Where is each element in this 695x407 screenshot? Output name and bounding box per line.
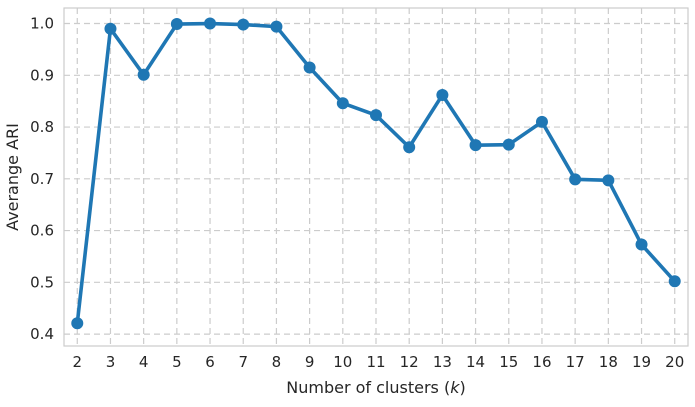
data-point — [104, 22, 117, 35]
x-tick-label: 15 — [499, 353, 518, 371]
y-tick-label: 1.0 — [30, 15, 54, 33]
y-tick-label: 0.8 — [30, 118, 54, 136]
x-axis-label-prefix: Number of clusters ( — [286, 378, 450, 397]
data-point — [635, 238, 648, 251]
y-tick-label: 0.7 — [30, 170, 54, 188]
x-tick-label: 10 — [333, 353, 352, 371]
x-tick-labels: 2 3 4 5 6 7 8 9 10 11 12 13 14 15 16 17 18 19 20 — [73, 353, 685, 371]
data-point — [436, 88, 449, 101]
data-point — [469, 139, 482, 152]
x-tick-label: 5 — [172, 353, 182, 371]
x-tick-label: 18 — [599, 353, 618, 371]
y-tick-label: 0.9 — [30, 66, 54, 84]
y-tick-labels: 0.4 0.5 0.6 0.7 0.8 0.9 1.0 — [30, 15, 54, 344]
data-point — [370, 109, 382, 122]
data-point — [569, 173, 582, 186]
x-tick-label: 9 — [305, 353, 315, 371]
x-tick-label: 3 — [106, 353, 116, 371]
x-tick-label: 12 — [400, 353, 419, 371]
x-tick-label: 7 — [238, 353, 248, 371]
grid — [64, 8, 688, 346]
x-tick-label: 11 — [366, 353, 385, 371]
data-point — [502, 138, 515, 151]
series-group — [71, 17, 681, 330]
data-point — [137, 68, 150, 81]
x-tick-label: 8 — [272, 353, 282, 371]
y-tick-label: 0.5 — [30, 273, 54, 291]
x-axis-label-suffix: ) — [459, 378, 465, 397]
data-point — [204, 17, 217, 30]
data-point — [535, 115, 548, 128]
x-axis-label-var: k — [450, 378, 460, 397]
x-tick-label: 20 — [665, 353, 684, 371]
y-tick-label: 0.4 — [30, 325, 54, 343]
y-axis-label: Averange ARI — [3, 123, 22, 231]
data-point — [336, 97, 349, 110]
data-point — [71, 317, 84, 330]
x-tick-label: 6 — [205, 353, 215, 371]
x-tick-label: 2 — [73, 353, 83, 371]
x-axis-label: Number of clusters (k) — [286, 378, 465, 397]
data-point — [303, 61, 316, 74]
data-point — [270, 20, 283, 33]
data-point — [170, 18, 183, 31]
x-tick-label: 19 — [632, 353, 651, 371]
data-point — [602, 174, 615, 187]
plot-frame — [63, 7, 689, 347]
x-tick-label: 13 — [433, 353, 452, 371]
x-tick-label: 16 — [532, 353, 551, 371]
data-point — [237, 18, 250, 31]
data-point — [668, 275, 681, 288]
data-point — [403, 141, 416, 154]
x-tick-label: 14 — [466, 353, 485, 371]
y-tick-label: 0.6 — [30, 222, 54, 240]
x-tick-label: 4 — [139, 353, 149, 371]
x-tick-label: 17 — [566, 353, 585, 371]
